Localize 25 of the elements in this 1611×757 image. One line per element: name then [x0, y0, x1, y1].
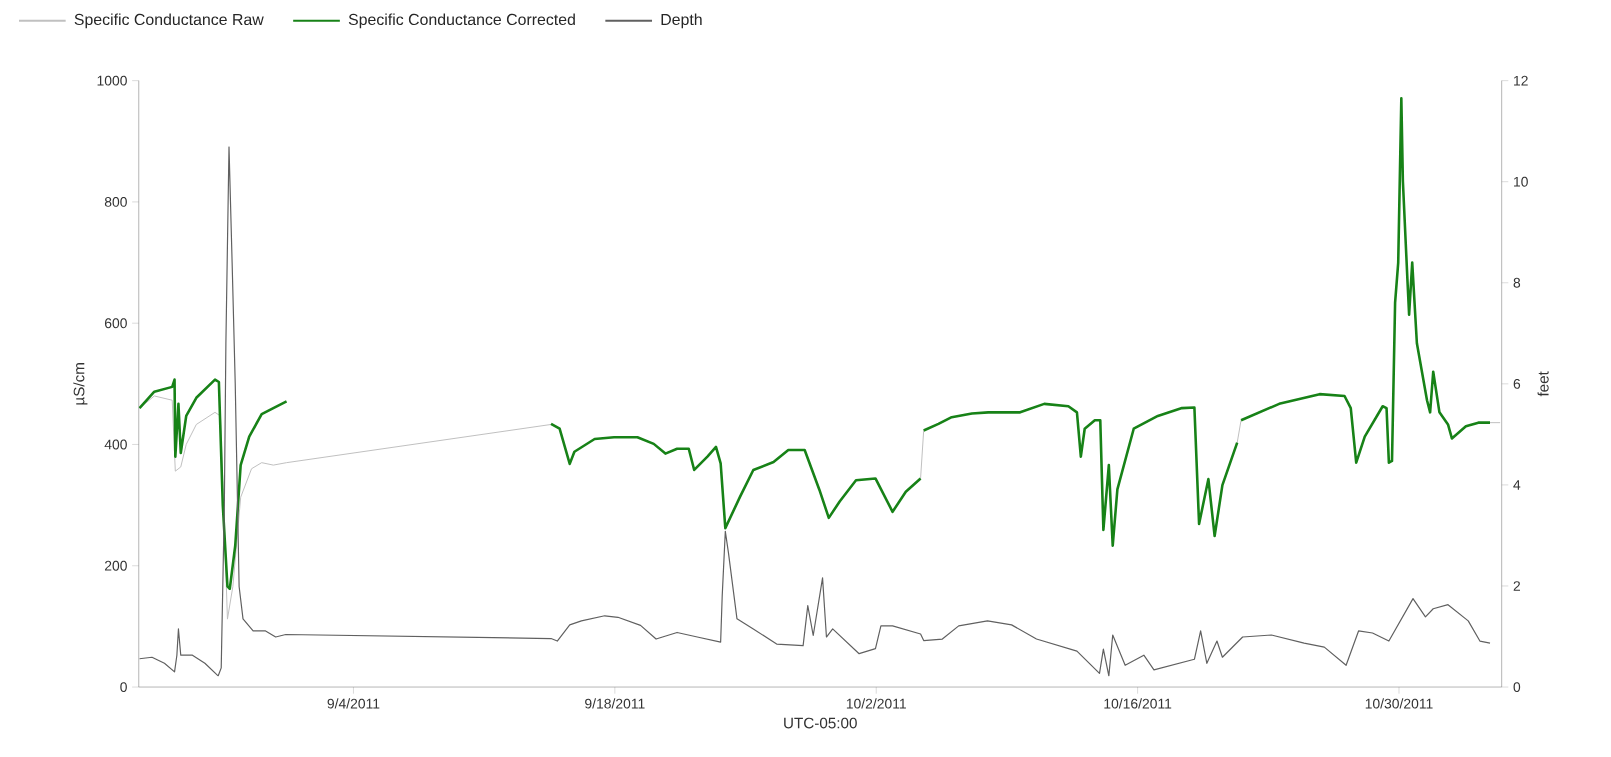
y-tick-label: 800 — [104, 197, 127, 207]
y-tick-label: 1000 — [97, 75, 127, 86]
x-tick-label: 10/2/2011 — [846, 698, 906, 709]
x-tick-label: 10/16/2011 — [1104, 698, 1172, 709]
y-tick-label: 600 — [104, 318, 127, 329]
y-axis-title: µS/cm — [73, 363, 88, 405]
y2-tick-label: 12 — [1514, 75, 1528, 86]
x-tick-label: 9/4/2011 — [327, 698, 380, 709]
legend-label: Specific Conductance Corrected — [348, 13, 575, 29]
x-tick-label: 10/30/2011 — [1365, 698, 1433, 709]
y2-tick-label: 2 — [1513, 581, 1520, 591]
line-series — [138, 146, 1491, 677]
legend-label: Depth — [661, 13, 702, 29]
y-tick-label: 400 — [104, 439, 127, 450]
legend-label: Specific Conductance Raw — [74, 13, 264, 29]
x-tick-label: 9/18/2011 — [585, 698, 645, 709]
y2-tick-label: 0 — [1513, 682, 1521, 693]
y2-tick-label: 6 — [1513, 379, 1521, 389]
y-tick-label: 0 — [120, 682, 127, 693]
x-axis-title: UTC-05:00 — [784, 717, 857, 729]
y2-tick-label: 10 — [1514, 176, 1528, 187]
y2-tick-label: 4 — [1513, 480, 1521, 490]
y2-tick-label: 8 — [1513, 277, 1521, 288]
y2-axis-title: feet — [1537, 371, 1549, 397]
y-tick-label: 200 — [104, 560, 127, 571]
